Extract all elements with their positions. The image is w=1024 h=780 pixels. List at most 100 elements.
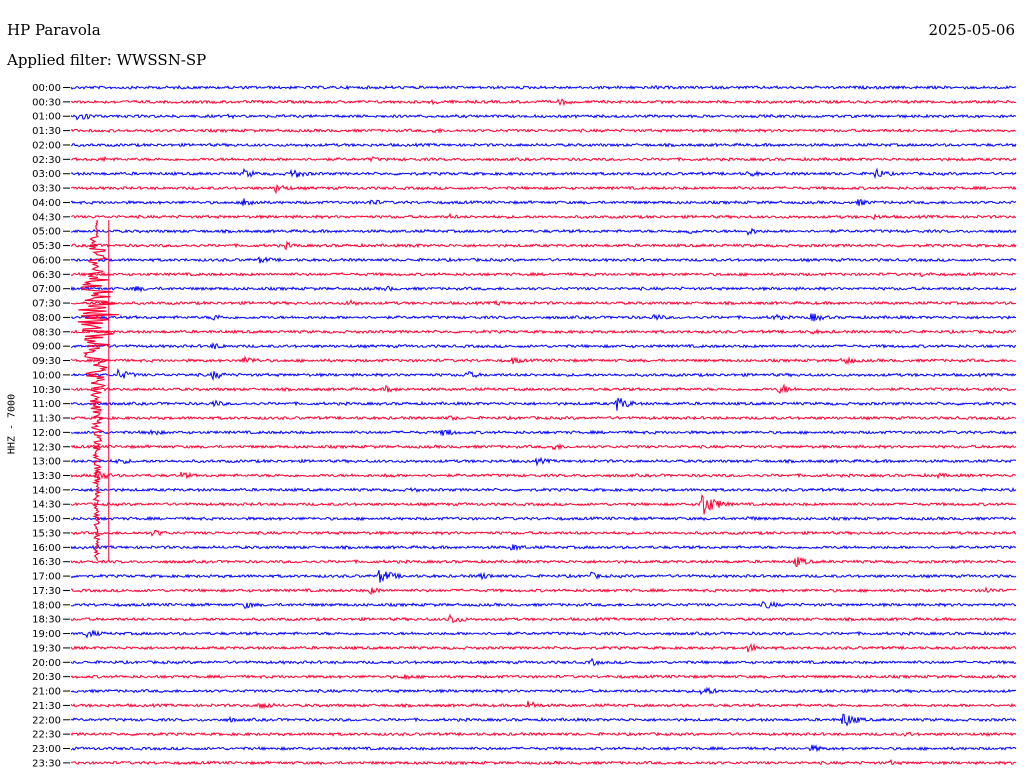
station-title: HP Paravola [7, 21, 101, 39]
row-label: 04:30 [32, 212, 61, 223]
row-label: 20:00 [32, 658, 61, 669]
row-label: 00:00 [32, 83, 61, 94]
row-label: 19:00 [32, 629, 61, 640]
trace-row [70, 673, 1017, 681]
trace-row [70, 342, 1017, 350]
row-label: 06:30 [32, 270, 61, 281]
record-date: 2025-05-06 [928, 21, 1015, 39]
trace-row [70, 328, 1017, 335]
trace-row [70, 142, 1017, 148]
filter-label: Applied filter: WWSSN-SP [7, 51, 207, 69]
row-label: 09:00 [32, 342, 61, 353]
trace-row [70, 529, 1017, 537]
row-label: 12:00 [32, 428, 61, 439]
row-label: 13:00 [32, 457, 61, 468]
major-quake-trace [77, 219, 119, 561]
trace-row [70, 299, 1017, 307]
trace-row [70, 240, 1017, 251]
trace-row [70, 113, 1017, 121]
trace-row [70, 355, 1017, 366]
trace-row [70, 442, 1017, 451]
trace-row [70, 256, 1017, 264]
trace-row [70, 758, 1017, 766]
trace-row [70, 686, 1017, 696]
row-label: 15:00 [32, 514, 61, 525]
trace-row [70, 98, 1017, 107]
trace-row [70, 570, 1017, 583]
row-label: 08:30 [32, 327, 61, 338]
row-label: 03:00 [32, 169, 61, 180]
trace-row [70, 471, 1017, 481]
trace-row [71, 227, 1017, 237]
row-label: 11:30 [32, 414, 61, 425]
row-label: 22:30 [32, 730, 61, 741]
row-label: 02:00 [32, 140, 61, 151]
row-label: 16:00 [32, 543, 61, 554]
row-label: 02:30 [32, 155, 61, 166]
row-label: 18:00 [32, 600, 61, 611]
trace-row [70, 515, 1017, 522]
row-label: 05:30 [32, 241, 61, 252]
row-label: 08:00 [32, 313, 61, 324]
row-label: 17:00 [32, 572, 61, 583]
row-label: 11:00 [32, 399, 61, 410]
trace-row [70, 397, 1017, 411]
row-label: 15:30 [32, 528, 61, 539]
trace-row [70, 713, 1017, 727]
row-label: 04:00 [32, 198, 61, 209]
row-label: 21:00 [32, 687, 61, 698]
trace-row [70, 155, 1017, 163]
trace-row [70, 383, 1017, 394]
row-label: 13:30 [32, 471, 61, 482]
trace-row [70, 285, 1017, 293]
row-label: 09:30 [32, 356, 61, 367]
row-label: 18:30 [32, 615, 61, 626]
trace-row [70, 456, 1017, 467]
row-label: 14:30 [32, 500, 61, 511]
row-label: 07:30 [32, 299, 61, 310]
trace-row [70, 544, 1017, 552]
row-label: 01:00 [32, 112, 61, 123]
trace-row [70, 657, 1017, 667]
trace-row [70, 493, 1017, 515]
trace-row [70, 127, 1017, 134]
trace-row [70, 84, 1017, 91]
row-label: 21:30 [32, 701, 61, 712]
trace-row [70, 212, 1017, 221]
row-label: 14:00 [32, 485, 61, 496]
row-label: 10:30 [32, 385, 61, 396]
row-label: 01:30 [32, 126, 61, 137]
trace-row [70, 428, 1017, 437]
trace-row [70, 486, 1017, 493]
trace-row [70, 198, 1017, 207]
trace-row [70, 629, 1017, 639]
trace-row [70, 556, 1017, 568]
row-label: 17:30 [32, 586, 61, 597]
row-label: 03:30 [32, 184, 61, 195]
row-label: 16:30 [32, 557, 61, 568]
trace-row [70, 744, 1017, 753]
row-label: 07:00 [32, 284, 61, 295]
trace-row [70, 167, 1017, 180]
trace-row [70, 731, 1017, 737]
trace-row [70, 313, 1017, 322]
trace-row [70, 184, 1017, 195]
row-label: 22:00 [32, 715, 61, 726]
row-label: 19:30 [32, 643, 61, 654]
trace-row [71, 367, 1017, 381]
trace-row [70, 642, 1017, 653]
row-label: 12:30 [32, 442, 61, 453]
row-label: 00:30 [32, 97, 61, 108]
row-label: 23:00 [32, 744, 61, 755]
trace-row [70, 271, 1017, 278]
trace-row [70, 613, 1017, 624]
trace-row [70, 586, 1017, 595]
trace-row [70, 600, 1017, 609]
row-label: 06:00 [32, 255, 61, 266]
row-label: 10:00 [32, 370, 61, 381]
trace-row [70, 415, 1017, 422]
row-label: 20:30 [32, 672, 61, 683]
row-label: 23:30 [32, 758, 61, 769]
trace-row [70, 700, 1017, 710]
